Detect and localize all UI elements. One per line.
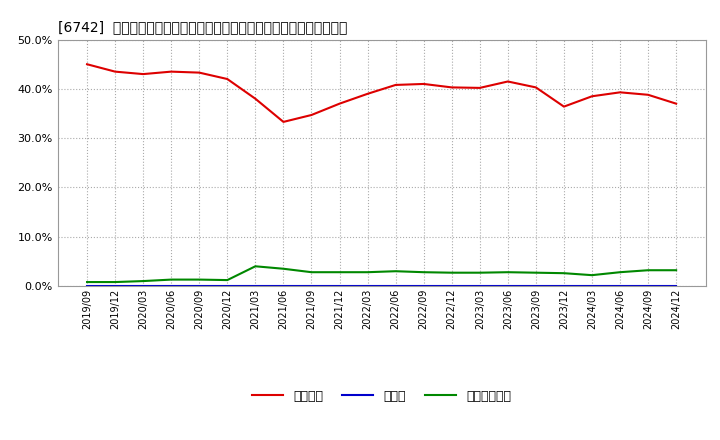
繰延税金資産 [167,277,176,282]
のれん [139,283,148,288]
自己資本 [588,94,596,99]
のれん [195,283,204,288]
Legend: 自己資本, のれん, 繰延税金資産: 自己資本, のれん, 繰延税金資産 [247,385,516,408]
自己資本 [279,119,288,125]
自己資本 [336,101,344,106]
のれん [503,283,512,288]
自己資本 [503,79,512,84]
繰延税金資産 [644,268,652,273]
繰延税金資産 [195,277,204,282]
繰延税金資産 [616,270,624,275]
自己資本 [644,92,652,97]
自己資本 [672,101,680,106]
自己資本 [139,71,148,77]
のれん [167,283,176,288]
のれん [588,283,596,288]
のれん [559,283,568,288]
繰延税金資産 [279,266,288,271]
のれん [307,283,316,288]
自己資本 [223,77,232,82]
自己資本 [111,69,120,74]
繰延税金資産 [223,278,232,283]
繰延税金資産 [672,268,680,273]
Line: 自己資本: 自己資本 [87,64,676,122]
のれん [475,283,484,288]
のれん [223,283,232,288]
のれん [531,283,540,288]
繰延税金資産 [391,268,400,274]
自己資本 [391,82,400,88]
自己資本 [419,81,428,87]
繰延税金資産 [83,279,91,285]
のれん [336,283,344,288]
自己資本 [83,62,91,67]
繰延税金資産 [531,270,540,275]
繰延税金資産 [559,271,568,276]
のれん [251,283,260,288]
のれん [644,283,652,288]
自己資本 [251,96,260,101]
自己資本 [531,85,540,90]
のれん [419,283,428,288]
のれん [111,283,120,288]
繰延税金資産 [447,270,456,275]
Text: [6742]  自己資本、のれん、繰延税金資産の総資産に対する比率の推移: [6742] 自己資本、のれん、繰延税金資産の総資産に対する比率の推移 [58,20,347,34]
のれん [364,283,372,288]
自己資本 [559,104,568,109]
自己資本 [447,85,456,90]
のれん [447,283,456,288]
繰延税金資産 [307,270,316,275]
自己資本 [364,91,372,96]
のれん [279,283,288,288]
繰延税金資産 [364,270,372,275]
繰延税金資産 [588,272,596,278]
繰延税金資産 [475,270,484,275]
Line: 繰延税金資産: 繰延税金資産 [87,266,676,282]
のれん [672,283,680,288]
繰延税金資産 [336,270,344,275]
繰延税金資産 [139,279,148,284]
のれん [391,283,400,288]
自己資本 [616,90,624,95]
自己資本 [475,85,484,91]
自己資本 [307,112,316,117]
繰延税金資産 [419,270,428,275]
のれん [83,283,91,288]
自己資本 [195,70,204,75]
のれん [616,283,624,288]
繰延税金資産 [503,270,512,275]
自己資本 [167,69,176,74]
繰延税金資産 [251,264,260,269]
繰延税金資産 [111,279,120,285]
